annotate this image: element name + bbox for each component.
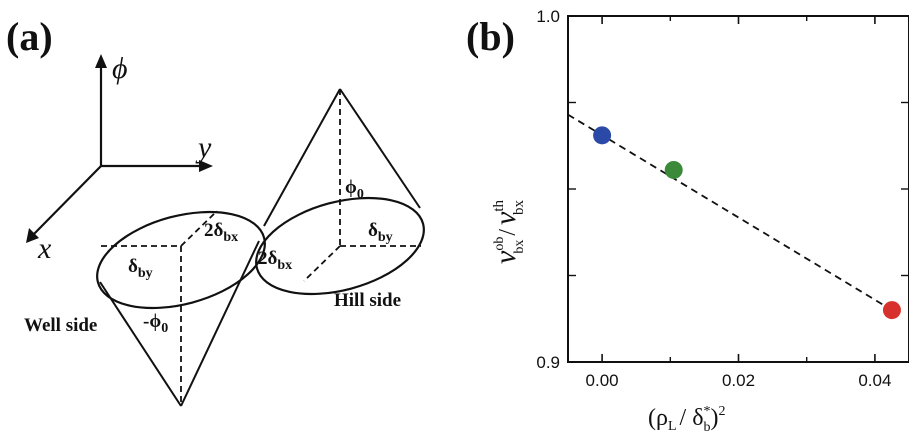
x-axis-label: x	[37, 232, 52, 265]
hill-delta-by-main: δ	[368, 220, 378, 241]
well-cone-radius-x	[180, 210, 218, 247]
xlabel-sub2: b	[704, 420, 711, 432]
y-axis-title-text: vob bx/vth bx	[489, 200, 527, 265]
data-point	[882, 301, 901, 320]
ylabel-num-sub: bx	[512, 240, 527, 254]
ylabel-num-sup: ob	[492, 237, 507, 251]
well-cone-left-edge	[99, 281, 182, 407]
hill-cone-right-edge	[339, 88, 421, 209]
y-tick-label: 1.0	[536, 7, 560, 26]
well-side-label: Well side	[24, 315, 97, 336]
hill-cone-ellipse	[255, 196, 425, 296]
data-point	[664, 160, 683, 179]
xlabel-end: )	[711, 405, 719, 431]
xlabel-main: (ρ	[648, 405, 668, 431]
xlabel-mid: / δ	[680, 405, 704, 431]
panel-b-label: (b)	[466, 14, 515, 59]
fit-line	[567, 113, 893, 311]
x-tick-label: 0.04	[858, 371, 891, 390]
hill-phi0: ϕ0	[345, 177, 364, 202]
hill-two-delta-bx-sub: bx	[277, 258, 292, 273]
hill-two-delta-bx: 2δbx	[258, 248, 292, 273]
well-delta-by-sub: by	[138, 266, 153, 281]
y-axis-arrow	[199, 160, 213, 172]
hill-phi0-sub: 0	[357, 187, 364, 202]
well-phi0-sub: 0	[161, 321, 168, 336]
coordinate-axes	[26, 54, 213, 243]
well-two-delta-bx-main: 2δ	[204, 220, 224, 241]
y-axis-label: y	[195, 131, 212, 164]
ylabel-den-sub: bx	[511, 200, 527, 216]
hill-delta-by-sub: by	[378, 230, 393, 245]
well-cone-ellipse	[96, 210, 266, 310]
x-axis-line	[31, 165, 102, 237]
y-axis-title: vob bx/vth bx	[489, 200, 527, 265]
ylabel-slash: /	[495, 229, 521, 236]
hill-two-delta-bx-main: 2δ	[258, 248, 278, 269]
ylabel-num: v	[489, 250, 522, 264]
panel-b: (b) vob bx/vth bx (ρL / δ* b)2 0.00 0.02 0.040…	[466, 7, 909, 432]
well-delta-by-main: δ	[128, 256, 138, 277]
x-tick-label: 0.02	[722, 371, 755, 390]
x-tick-label: 0.00	[586, 371, 619, 390]
well-phi0: -ϕ0	[143, 311, 168, 336]
hill-cone-left-edge	[263, 88, 341, 227]
plot-frame	[567, 15, 909, 363]
x-axis-title: (ρL / δ* b)2	[648, 404, 726, 432]
xlabel-sub1: L	[668, 419, 677, 432]
phi-axis-label: ϕ	[112, 52, 128, 85]
panel-a-label: (a)	[6, 14, 53, 59]
well-two-delta-bx-sub: bx	[223, 230, 238, 245]
hill-cone	[255, 88, 425, 296]
y-tick-label: 0.9	[536, 353, 560, 372]
ylabel-den-sup: th	[491, 200, 507, 212]
hill-cone-radius-x	[303, 245, 341, 282]
hill-delta-by: δby	[368, 220, 393, 245]
data-point	[593, 126, 612, 145]
phi-axis-arrow	[95, 54, 107, 68]
well-two-delta-bx: 2δbx	[204, 220, 238, 245]
well-cone-right-edge	[180, 240, 260, 407]
panel-a: (a) ϕ y x 2δbx δby -ϕ0	[6, 14, 425, 407]
scatter-plot: 0.00 0.02 0.04 0.9 1.0	[536, 7, 909, 390]
xlabel-pow: 2	[719, 404, 726, 419]
well-phi0-main: -ϕ	[143, 311, 161, 332]
well-delta-by: δby	[128, 256, 153, 281]
hill-phi0-main: ϕ	[345, 177, 357, 198]
xlabel-sup: *	[704, 404, 711, 419]
well-cone	[96, 210, 266, 407]
x-axis-arrow	[26, 228, 39, 243]
hill-side-label: Hill side	[334, 290, 401, 311]
ylabel-den: v	[489, 211, 522, 225]
